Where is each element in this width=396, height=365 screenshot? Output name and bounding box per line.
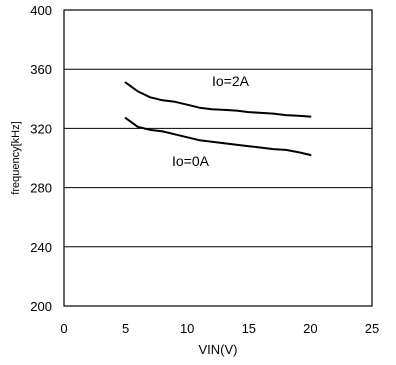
y-tick-label: 240 (30, 240, 52, 255)
x-tick-label: 5 (122, 321, 129, 336)
grid-lines (64, 68, 372, 248)
y-tick-label: 200 (30, 299, 52, 314)
y-tick-labels: 200 240 280 320 360 400 (30, 3, 52, 314)
x-tick-label: 20 (303, 321, 317, 336)
x-tick-label: 25 (365, 321, 379, 336)
y-tick-label: 400 (30, 3, 52, 18)
x-tick-label: 15 (242, 321, 256, 336)
series-lines (124, 81, 312, 156)
y-tick-label: 280 (30, 181, 52, 196)
series-line-0 (124, 81, 312, 118)
y-tick-label: 360 (30, 62, 52, 77)
annotation-io-2a: Io=2A (212, 73, 250, 89)
y-axis-label: frequency[kHz] (10, 121, 22, 194)
series-line-1 (124, 117, 312, 156)
x-tick-label: 10 (180, 321, 194, 336)
x-axis-label: VIN(V) (199, 342, 238, 357)
x-tick-label: 0 (60, 321, 67, 336)
y-tick-label: 320 (30, 121, 52, 136)
annotation-io-0a: Io=0A (172, 153, 210, 169)
x-tick-labels: 0 5 10 15 20 25 (60, 321, 379, 336)
plot-frame (63, 9, 373, 307)
